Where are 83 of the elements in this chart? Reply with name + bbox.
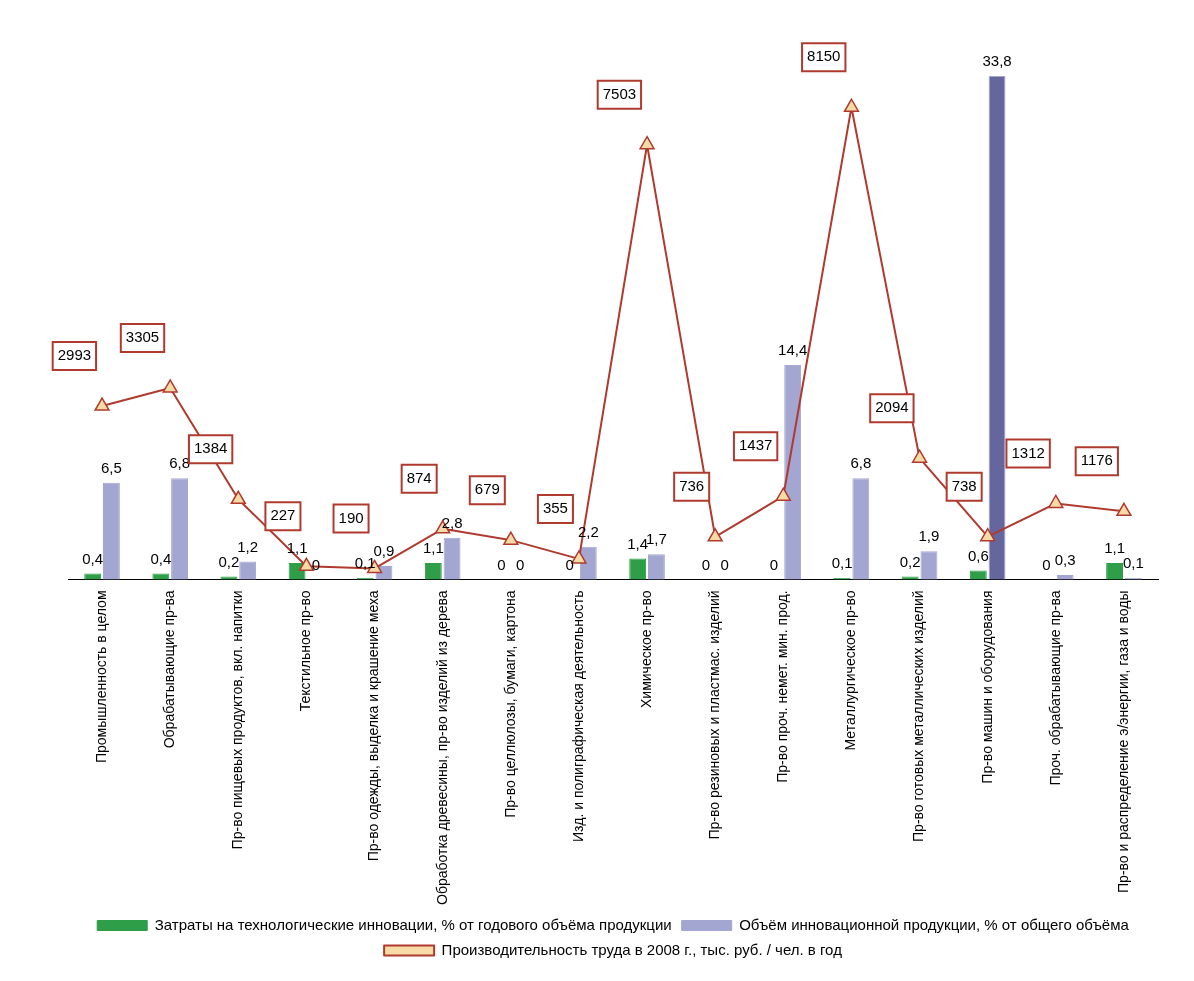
point (980, 527, 996, 542)
data-label: 1312 (1011, 443, 1045, 461)
data-label: 2,8 (441, 513, 463, 531)
x-tick-label: Обрабатывающие пр-ва (161, 590, 178, 749)
data-label: 2993 (57, 346, 92, 364)
data-label: 0,3 (1054, 551, 1076, 569)
point (911, 449, 928, 463)
legend-label: Объём инновационной продукции, % от общего объёма (739, 915, 1130, 933)
x-tick-label: Обработка древесины, пр-во изделий из дерева (433, 590, 450, 905)
x-tick-label: Химическое пр-во (637, 590, 654, 708)
point (230, 490, 246, 505)
data-label: 1384 (193, 439, 228, 457)
bar (852, 478, 870, 580)
x-tick-label: Пр-во машин и оборудования (978, 590, 995, 784)
point (162, 379, 178, 393)
data-label: 0,4 (150, 549, 172, 567)
data-label: 6,8 (850, 454, 872, 472)
data-label: 190 (338, 508, 364, 526)
data-label: 1437 (738, 436, 773, 454)
x-tick-label: Пр-во одежды, выделка и крашение меха (365, 590, 382, 862)
data-label: 7503 (602, 84, 637, 102)
data-label: 0,1 (1122, 554, 1144, 572)
x-tick-label: Металлургическое пр-во (842, 590, 859, 751)
data-label: 355 (542, 499, 568, 517)
data-label: 0,4 (82, 549, 104, 567)
data-label: 1,1 (286, 539, 308, 557)
data-label: 3305 (125, 328, 160, 346)
data-label: 14,4 (778, 341, 808, 359)
data-label: 0,2 (899, 552, 921, 570)
bar (629, 558, 647, 580)
data-label: 2094 (875, 398, 909, 416)
data-label: 0 (769, 555, 779, 573)
data-label: 0 (1042, 555, 1051, 573)
bar (920, 551, 938, 580)
data-label: 1,1 (422, 539, 444, 557)
data-label: 679 (474, 480, 500, 498)
point (1048, 494, 1064, 509)
data-label: 736 (679, 476, 705, 494)
point (843, 98, 860, 112)
data-label: 0 (497, 555, 506, 573)
legend-label: Производительность труда в 2008 г., тыс. руб. / чел. в год (441, 940, 843, 958)
data-label: 0 (720, 555, 729, 573)
x-tick-label: Пр-во пищевых продуктов, вкл. напитки (229, 590, 246, 850)
data-label: 0,6 (967, 546, 989, 564)
point (775, 487, 791, 501)
data-label: 874 (406, 468, 432, 486)
data-label: 0,2 (218, 552, 240, 570)
x-tick-label: Пр-во проч. немет. мин. прод. (774, 590, 791, 783)
bar (171, 478, 188, 580)
data-label: 0,1 (831, 554, 853, 572)
data-label: 0,9 (373, 542, 395, 560)
point (1116, 502, 1132, 517)
data-label: 738 (951, 476, 977, 494)
x-tick-label: Пр-во готовых металлических изделий (910, 590, 927, 842)
data-label: 33,8 (982, 52, 1012, 70)
x-tick-label: Изд. и полиграфическая деятельность (569, 590, 586, 842)
x-tick-label: Текстильное пр-во (297, 590, 314, 712)
x-tick-label: Пр-во целлюлозы, бумаги, картона (501, 590, 518, 818)
data-label: 1176 (1080, 451, 1113, 469)
data-label: 1,9 (918, 527, 940, 545)
data-label: 8150 (807, 47, 841, 65)
x-tick-label: Промышленность в целом (92, 590, 109, 764)
data-label: 1,2 (237, 537, 259, 555)
bar (648, 554, 665, 580)
bar (784, 364, 802, 580)
x-tick-label: Проч. обрабатывающие пр-ва (1046, 590, 1063, 786)
data-label: 6,5 (101, 458, 122, 476)
point (503, 531, 519, 545)
point (707, 528, 723, 542)
data-label: 0 (565, 555, 574, 573)
bar (103, 482, 120, 580)
point (639, 135, 655, 150)
point (94, 397, 110, 411)
legend-label: Затраты на технологические инновации, % от годового объёма продукции (154, 915, 672, 933)
x-tick-label: Пр-во и распределение э/энергии, газа и воды (1114, 590, 1131, 893)
data-label: 0 (516, 555, 525, 573)
data-label: 0,1 (354, 554, 376, 572)
data-label: 0 (701, 555, 710, 573)
data-label: 1,1 (1104, 539, 1125, 557)
bar (443, 537, 461, 580)
data-label: 227 (270, 506, 296, 524)
bar (579, 546, 597, 580)
x-tick-label: Пр-во резиновых и пластмас. изделий (706, 590, 723, 840)
